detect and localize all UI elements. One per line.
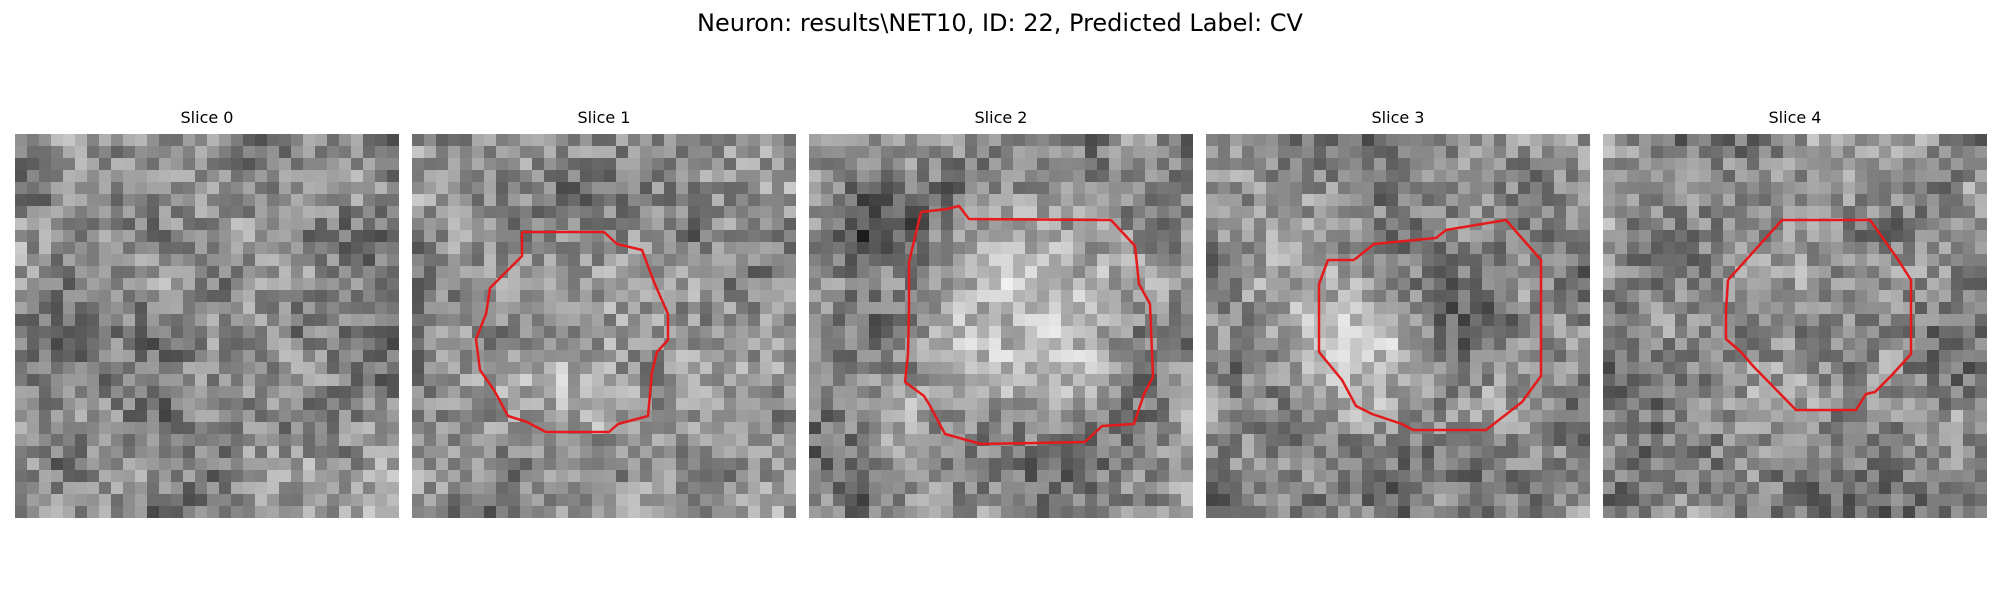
slice-panel-2: Slice 2 xyxy=(809,108,1193,518)
pixel-grid xyxy=(15,134,399,518)
slice-image-0 xyxy=(15,134,399,518)
slice-title-3: Slice 3 xyxy=(1371,108,1425,127)
roi-contour xyxy=(1724,218,1913,412)
slice-title-2: Slice 2 xyxy=(974,108,1028,127)
slice-image-4 xyxy=(1603,134,1987,518)
slice-image-2 xyxy=(809,134,1193,518)
slice-panel-3: Slice 3 xyxy=(1206,108,1590,518)
slice-panel-0: Slice 0 xyxy=(15,108,399,518)
pixel-grid xyxy=(412,134,796,518)
roi-contour xyxy=(474,230,670,434)
roi-contour xyxy=(1317,218,1543,432)
slice-image-3 xyxy=(1206,134,1590,518)
slice-title-1: Slice 1 xyxy=(577,108,631,127)
roi-contour xyxy=(903,204,1155,446)
pixel-grid xyxy=(809,134,1193,518)
slice-panel-4: Slice 4 xyxy=(1603,108,1987,518)
slice-title-4: Slice 4 xyxy=(1768,108,1822,127)
figure-title: Neuron: results\NET10, ID: 22, Predicted… xyxy=(697,9,1303,37)
slice-image-1 xyxy=(412,134,796,518)
slice-title-0: Slice 0 xyxy=(180,108,234,127)
pixel-grid xyxy=(1603,134,1987,518)
slice-panel-1: Slice 1 xyxy=(412,108,796,518)
pixel-grid xyxy=(1206,134,1590,518)
